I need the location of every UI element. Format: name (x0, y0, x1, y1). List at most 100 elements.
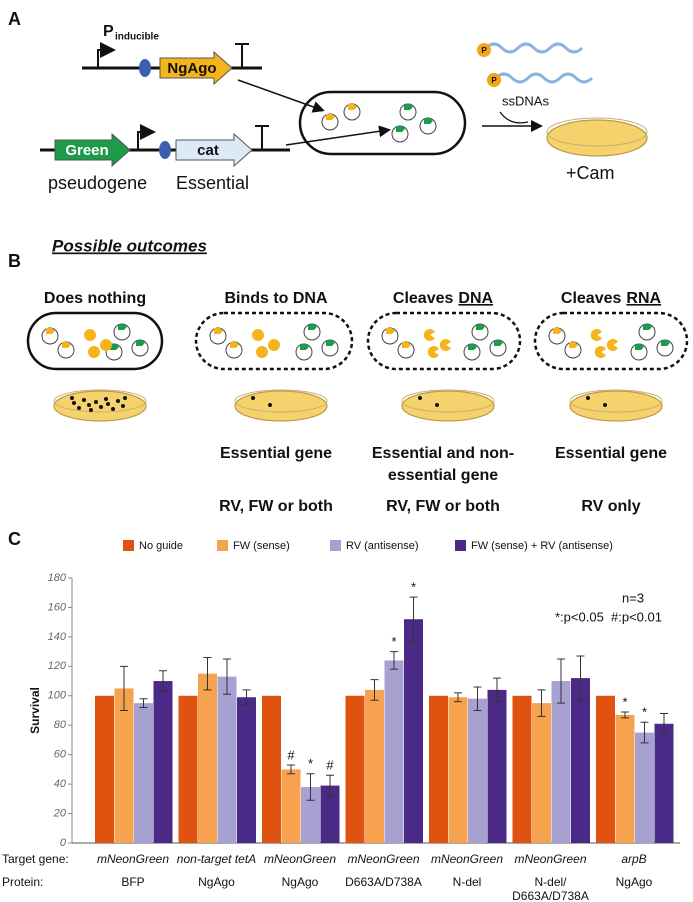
legend-label: No guide (139, 540, 183, 552)
outcome-title-underlined: DNA (458, 290, 493, 307)
promoter (137, 124, 156, 150)
y-tick-label: 120 (48, 660, 67, 672)
colony (87, 403, 91, 407)
bar (384, 660, 404, 843)
promoter-subscript: inducible (115, 32, 159, 43)
colony (121, 404, 125, 408)
panel-label: A (8, 9, 21, 29)
bar (153, 681, 173, 843)
plate (546, 119, 648, 157)
rbs (159, 141, 171, 159)
y-tick-label: 60 (54, 749, 67, 761)
outcome-strand: RV, FW or both (386, 498, 500, 515)
colony (70, 396, 74, 400)
bar (237, 697, 256, 843)
plasmid-marker (402, 342, 411, 348)
row-label: Target gene: (2, 852, 69, 866)
significance-mark: * (308, 756, 313, 771)
y-tick-label: 0 (60, 837, 67, 849)
outcome-title: Binds to DNA (224, 290, 328, 307)
phosphate (477, 43, 491, 57)
plasmid-marker (326, 340, 335, 346)
outcome-title-text: Does nothing (44, 290, 146, 307)
outcome-gene: Essential and non- (372, 445, 514, 462)
plasmid-marker (230, 342, 239, 348)
panel-label: B (8, 251, 21, 271)
legend-label: RV (antisense) (346, 540, 419, 552)
protein (84, 329, 96, 341)
plate (401, 390, 495, 422)
protein-label: D663A/D738A (345, 875, 422, 889)
colony (77, 406, 81, 410)
y-tick-label: 20 (53, 807, 67, 819)
heading: Possible outcomes (52, 236, 207, 255)
bar (487, 689, 507, 843)
significance-mark: * (622, 694, 627, 709)
error-bar (640, 721, 649, 744)
plasmid-marker (348, 104, 357, 110)
colony (111, 407, 115, 411)
error-bar (557, 658, 565, 704)
phosphate (487, 73, 501, 87)
plasmid-marker (643, 324, 652, 330)
terminator (255, 125, 269, 150)
error-bar (326, 774, 334, 797)
plasmid-marker (404, 104, 413, 110)
protein-label: BFP (121, 875, 144, 889)
colony (586, 396, 590, 400)
error-bar (537, 689, 546, 717)
plasmid-marker (46, 328, 55, 334)
outcome-strand: RV only (581, 498, 640, 515)
x-tick-label: mNeonGreen (347, 852, 419, 866)
protein (427, 346, 439, 358)
colony (82, 398, 86, 402)
protein-label: NgAgo (616, 875, 653, 889)
gene-label: cat (197, 142, 219, 159)
bar (512, 695, 532, 843)
ssdna (484, 42, 584, 54)
protein (100, 339, 112, 351)
colony (251, 396, 255, 400)
bar (654, 723, 674, 843)
gene-arrow (54, 132, 131, 168)
cell (298, 90, 467, 156)
terminator (235, 43, 249, 68)
construct-label: pseudogene (48, 173, 147, 193)
plasmid-marker (553, 328, 562, 334)
arrow (285, 125, 391, 146)
note: n=3 (622, 590, 644, 605)
error-bar (409, 596, 418, 642)
outcome-title-underlined: RNA (626, 290, 661, 307)
plasmid-marker (396, 126, 405, 132)
legend-label: FW (sense) + RV (antisense) (471, 540, 613, 552)
bar (615, 714, 635, 843)
protein (252, 329, 264, 341)
bar (596, 695, 615, 843)
bar (532, 703, 551, 843)
legend-swatch (330, 540, 341, 551)
significance-mark: # (326, 758, 334, 773)
protein-label: N-del (453, 875, 482, 889)
plasmid-marker (136, 340, 145, 346)
bar (178, 695, 198, 843)
colony (94, 400, 98, 404)
ssdna-label: ssDNAs (502, 93, 549, 108)
gene-arrow (159, 50, 233, 86)
plate (234, 390, 328, 422)
construct-label: Essential (176, 173, 249, 193)
plasmid-marker (635, 344, 644, 350)
plasmid-marker (214, 328, 223, 334)
error-bar (390, 651, 398, 670)
protein (590, 329, 602, 342)
plate-rim (569, 389, 663, 413)
colony (418, 396, 422, 400)
error-bar (139, 698, 148, 709)
error-bar (242, 689, 251, 706)
outcome-title: Does nothing (44, 290, 146, 307)
plasmid-marker (476, 324, 485, 330)
outcome-title: Cleaves DNA (393, 290, 494, 307)
phosphate-label: P (481, 46, 487, 55)
colony (116, 399, 120, 403)
colony (268, 403, 272, 407)
